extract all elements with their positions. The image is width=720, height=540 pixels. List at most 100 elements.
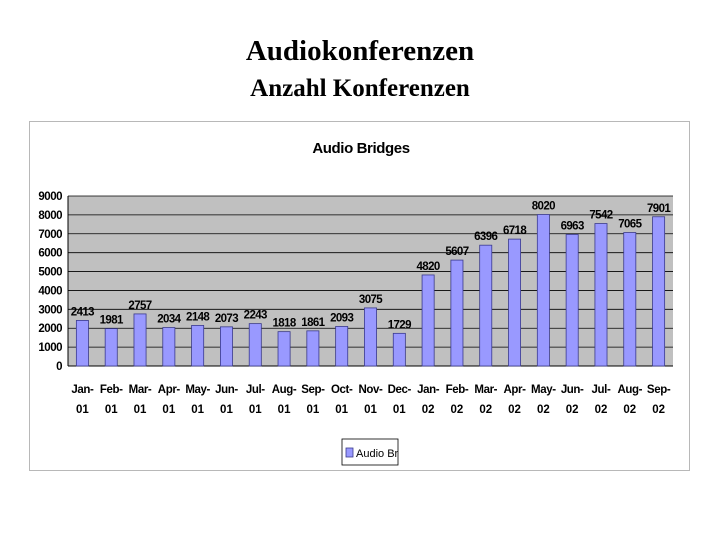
data-label: 6396	[474, 231, 497, 243]
bar	[508, 238, 521, 367]
y-tick-label: 0	[56, 361, 62, 373]
bar	[479, 244, 493, 367]
x-tick-label-month: Mar-	[474, 384, 497, 396]
x-tick-label-month: Aug-	[272, 384, 297, 396]
data-label: 1861	[301, 317, 325, 329]
data-label: 1729	[388, 319, 411, 331]
x-tick-label-month: Dec-	[388, 384, 412, 396]
data-label: 3075	[359, 294, 383, 306]
bar	[536, 214, 550, 367]
x-tick-label-year: 02	[566, 404, 579, 416]
data-label: 2757	[128, 300, 151, 312]
x-tick-label-year: 01	[191, 404, 204, 416]
slide-title: Audiokonferenzen	[245, 35, 475, 67]
data-label: 2073	[215, 313, 238, 325]
x-tick-label-year: 01	[393, 404, 406, 416]
x-tick-label-year: 01	[249, 404, 262, 416]
slide-subtitle: Anzahl Konferenzen	[250, 75, 470, 102]
data-label: 2243	[244, 310, 267, 322]
chart-frame: Audio Bridges 0 1000 2000 3000 4000 5000 6000 70…	[29, 121, 690, 471]
x-tick-label-year: 02	[595, 404, 608, 416]
x-tick-label-month: May-	[531, 384, 556, 396]
x-tick-label-month: Jan-	[71, 384, 94, 396]
x-tick-label-month: Mar-	[129, 384, 152, 396]
bar	[364, 307, 377, 367]
x-tick-label-month: Jul-	[246, 384, 265, 396]
data-label: 7542	[589, 210, 612, 222]
bar	[75, 320, 89, 367]
y-tick-label: 3000	[38, 304, 62, 316]
data-label: 6718	[503, 225, 527, 237]
y-tick-label: 9000	[38, 191, 62, 203]
data-label: 7901	[647, 203, 671, 215]
x-tick-label-month: Jul-	[592, 384, 611, 396]
y-tick-label: 7000	[38, 229, 62, 241]
x-tick-label-month: Sep-	[301, 384, 325, 396]
data-label: 2413	[71, 306, 94, 318]
x-tick-label-year: 01	[220, 404, 233, 416]
x-tick-label-month: Nov-	[359, 384, 384, 396]
chart-title: Audio Bridges	[312, 140, 409, 157]
x-tick-label-year: 02	[508, 404, 521, 416]
bar	[306, 330, 320, 367]
x-tick-label-year: 02	[652, 404, 665, 416]
x-tick-label-year: 02	[479, 404, 492, 416]
data-label: 5607	[445, 246, 468, 258]
x-tick-label-month: May-	[185, 384, 210, 396]
y-tick-label: 5000	[38, 267, 62, 279]
x-tick-label-month: Oct-	[331, 384, 353, 396]
bar	[220, 326, 233, 367]
bar	[162, 327, 176, 367]
x-tick-label-month: Jan-	[417, 384, 440, 396]
legend-swatch	[345, 447, 354, 458]
bar	[133, 313, 147, 367]
x-tick-label-year: 02	[422, 404, 435, 416]
data-label: 2093	[330, 312, 353, 324]
legend-label: Audio Br	[356, 448, 399, 460]
x-tick-label-year: 02	[623, 404, 636, 416]
x-tick-label-year: 02	[537, 404, 550, 416]
data-label: 2034	[157, 314, 181, 326]
x-tick-label-year: 01	[162, 404, 175, 416]
x-tick-label-year: 01	[278, 404, 291, 416]
x-tick-label-month: Feb-	[100, 384, 123, 396]
bar	[277, 331, 291, 367]
x-tick-label-month: Feb-	[446, 384, 469, 396]
bar	[248, 323, 262, 367]
data-label: 1818	[272, 318, 296, 330]
bar	[652, 216, 666, 367]
bar	[392, 332, 406, 367]
x-tick-label-year: 01	[364, 404, 377, 416]
x-tick-label-year: 01	[76, 404, 89, 416]
bar	[335, 326, 349, 367]
bar	[565, 234, 579, 367]
data-label: 8020	[532, 201, 555, 213]
data-label: 2148	[186, 311, 210, 323]
bar	[623, 232, 637, 367]
x-tick-label-month: Jun-	[561, 384, 584, 396]
x-tick-label-month: Apr-	[158, 384, 181, 396]
y-tick-label: 1000	[38, 342, 62, 354]
x-tick-label-month: Sep-	[647, 384, 671, 396]
x-tick-label-year: 02	[451, 404, 464, 416]
data-label: 7065	[618, 219, 642, 231]
x-tick-label-month: Aug-	[617, 384, 642, 396]
y-tick-label: 2000	[38, 323, 62, 335]
y-tick-label: 4000	[38, 285, 62, 297]
x-tick-label-month: Apr-	[504, 384, 527, 396]
bar	[450, 259, 464, 367]
y-tick-label: 8000	[38, 210, 62, 222]
x-tick-label-month: Jun-	[215, 384, 238, 396]
bar-chart: Audio Bridges 0 1000 2000 3000 4000 5000 6000 70…	[38, 140, 673, 466]
x-tick-label-year: 01	[335, 404, 348, 416]
bar	[191, 325, 205, 367]
bar	[421, 274, 435, 367]
data-label: 1981	[100, 315, 124, 327]
x-tick-label-year: 01	[306, 404, 319, 416]
x-tick-label-year: 01	[105, 404, 118, 416]
data-label: 4820	[417, 261, 440, 273]
y-tick-label: 6000	[38, 248, 62, 260]
bar	[104, 328, 118, 367]
bar	[594, 223, 608, 367]
x-tick-label-year: 01	[134, 404, 147, 416]
